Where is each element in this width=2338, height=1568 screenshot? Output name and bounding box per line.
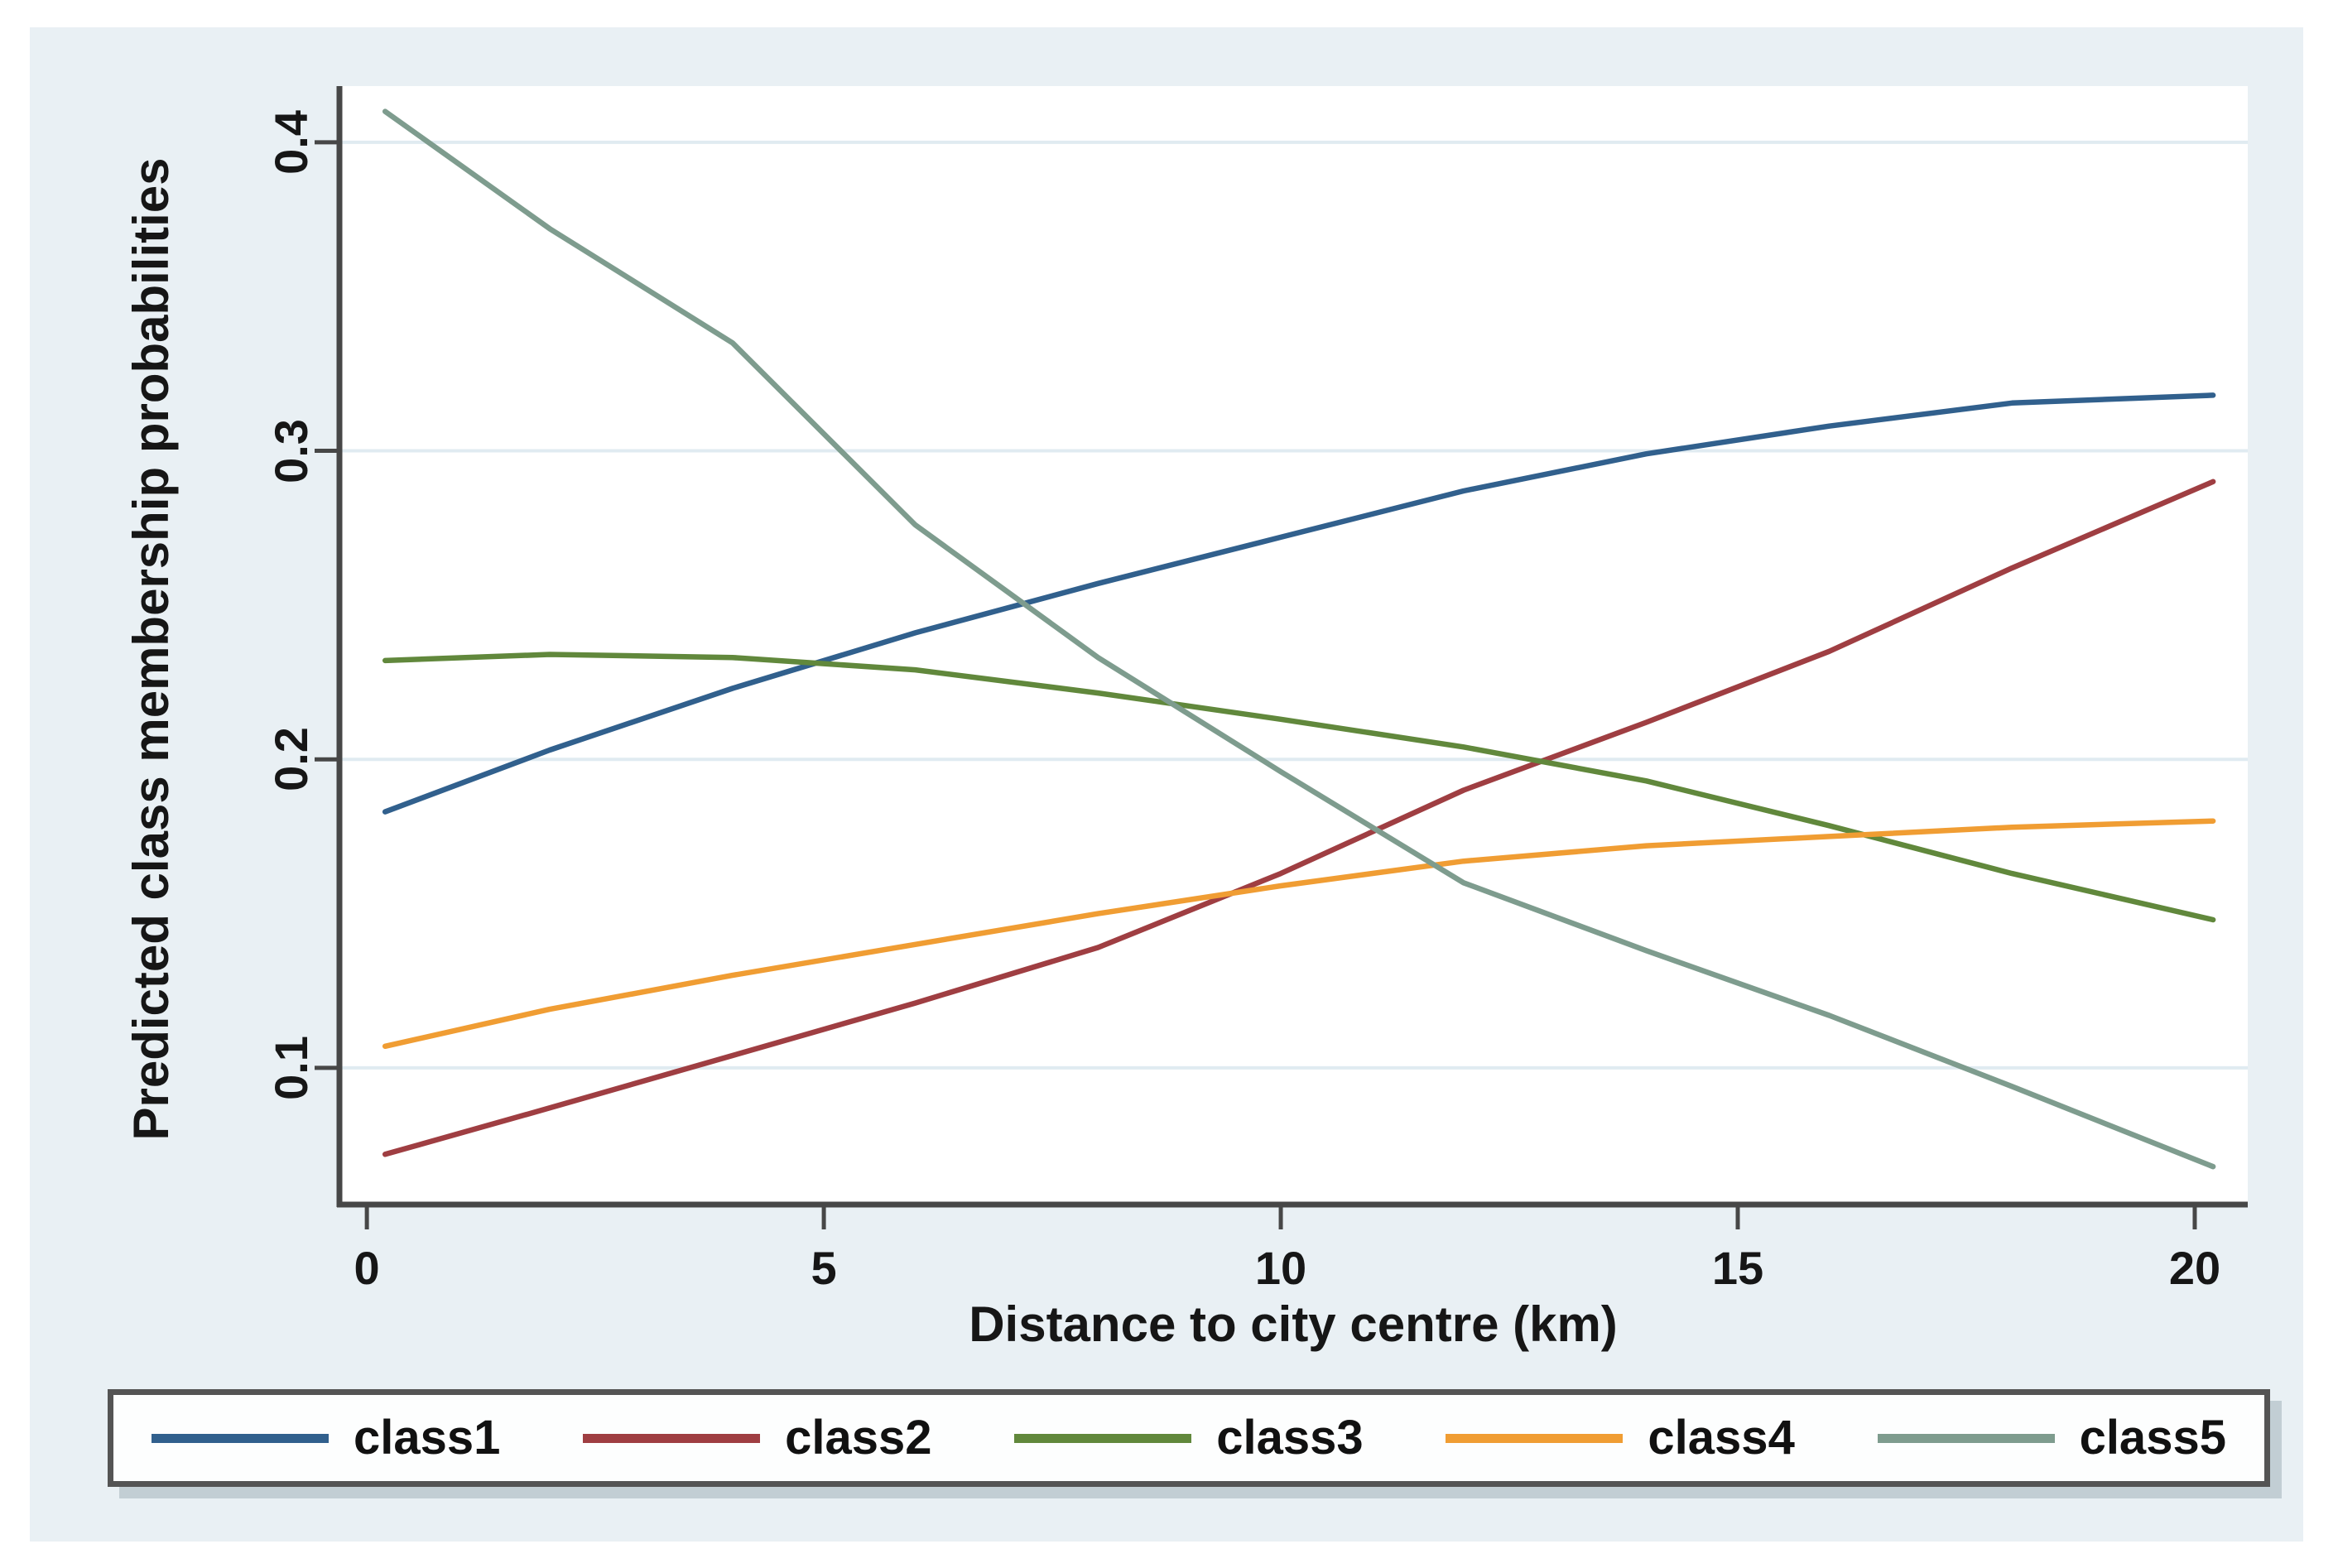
plot-background	[339, 86, 2248, 1205]
series-line-class3	[382, 652, 2216, 923]
legend-item-class2: class2	[583, 1411, 932, 1465]
y-tick-label: 0.3	[265, 418, 317, 483]
x-tick-label: 20	[2168, 1242, 2221, 1294]
legend-swatch-class4	[1446, 1433, 1624, 1443]
y-axis-title: Predicted class membership probabilities	[123, 157, 179, 1141]
x-tick-label: 0	[354, 1242, 380, 1294]
legend-swatch-class3	[1014, 1433, 1192, 1443]
y-tick-label: 0.4	[265, 109, 317, 175]
legend-swatch-class5	[1877, 1433, 2055, 1443]
legend-item-class4: class4	[1446, 1411, 1795, 1465]
series-line-class5	[382, 108, 2216, 1170]
legend-label: class3	[1216, 1411, 1364, 1465]
legend-label: class1	[354, 1411, 501, 1465]
legend-swatch-class1	[152, 1433, 329, 1443]
y-tick-label: 0.1	[265, 1035, 317, 1100]
x-axis-title: Distance to city centre (km)	[969, 1296, 1618, 1352]
legend-label: class4	[1648, 1411, 1795, 1465]
x-tick-label: 5	[811, 1242, 837, 1294]
legend-item-class1: class1	[152, 1414, 500, 1462]
legend-label: class5	[2079, 1411, 2226, 1465]
legend-label: class2	[785, 1411, 932, 1465]
y-tick-label: 0.2	[265, 727, 317, 792]
legend-swatch-class2	[583, 1433, 761, 1443]
legend-item-class3: class3	[1014, 1411, 1364, 1465]
x-tick-label: 10	[1254, 1242, 1307, 1294]
series-line-class4	[382, 818, 2216, 1050]
legend: class1 class2 class3 class4 class5	[108, 1389, 2270, 1487]
x-tick-label: 15	[1711, 1242, 1764, 1294]
legend-item-class5: class5	[1877, 1411, 2226, 1465]
series-line-class1	[382, 392, 2216, 815]
series-line-class2	[382, 479, 2216, 1157]
